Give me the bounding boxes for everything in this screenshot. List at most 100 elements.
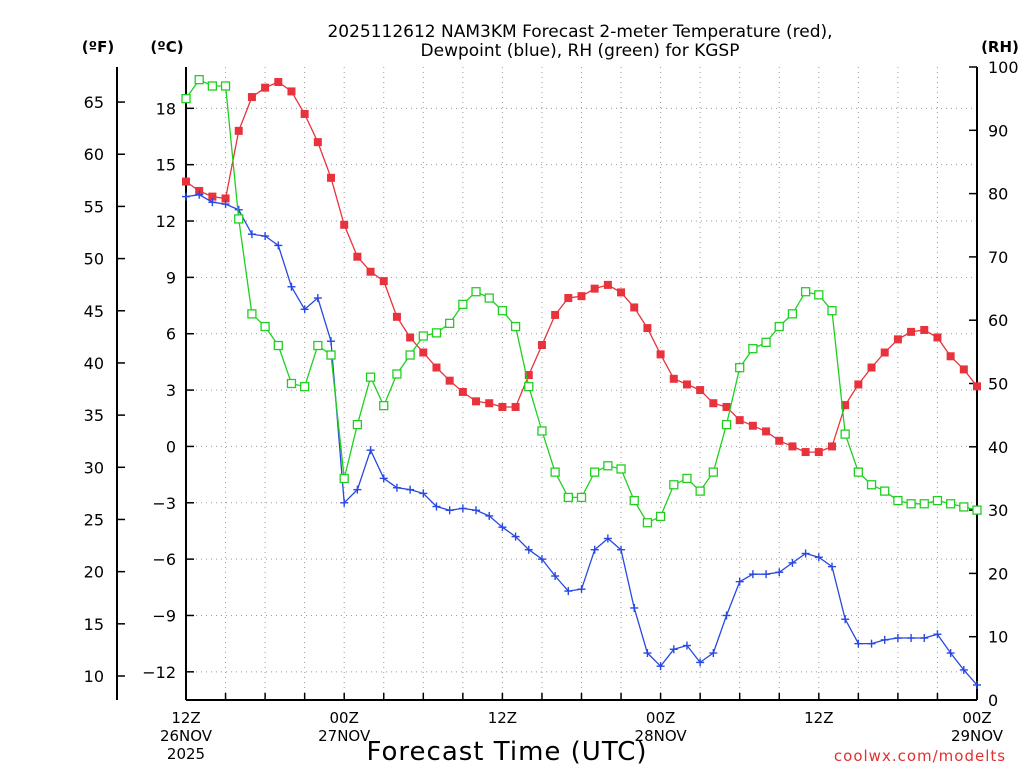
- fahrenheit-tick-label: 15: [84, 615, 104, 634]
- rh-tick-label: 70: [988, 248, 1008, 267]
- 2-meter-temperature-point: [379, 277, 388, 286]
- 2-meter-temperature-point: [920, 325, 929, 334]
- 2-meter-temperature-point: [524, 371, 533, 380]
- 2-meter-temperature-point: [907, 327, 916, 336]
- 2-meter-temperature-point: [735, 416, 744, 425]
- 2-meter-temperature-point: [867, 363, 876, 372]
- rh-tick-label: 90: [988, 121, 1008, 140]
- rh-point: [510, 321, 521, 332]
- dewpoint-point: [775, 568, 784, 577]
- rh-point: [629, 495, 639, 506]
- rh-point: [603, 461, 613, 471]
- dewpoint-point: [472, 506, 481, 515]
- rh-point: [326, 350, 336, 360]
- dewpoint-point: [933, 630, 942, 639]
- rh-point: [181, 94, 191, 104]
- fahrenheit-tick-label: 20: [84, 563, 104, 582]
- 2-meter-temperature-point: [959, 365, 968, 374]
- dewpoint-point: [748, 570, 757, 579]
- rh-point: [260, 321, 270, 332]
- 2-meter-temperature-point: [472, 397, 481, 406]
- dewpoint-point: [643, 649, 652, 658]
- 2-meter-temperature-point: [458, 387, 467, 396]
- dewpoint-point: [274, 241, 283, 250]
- dewpoint-point: [656, 662, 665, 671]
- dewpoint-point: [696, 658, 705, 667]
- axes: 1815129630−3−6−9−12656055504540353025201…: [84, 58, 1019, 763]
- dewpoint-point: [261, 232, 270, 241]
- fahrenheit-tick-label: 25: [84, 510, 104, 529]
- 2-meter-temperature-point: [432, 363, 441, 372]
- fahrenheit-tick-label: 65: [84, 93, 104, 112]
- rh-point: [945, 499, 956, 509]
- dewpoint-line: [185, 194, 978, 686]
- 2-meter-temperature-point: [300, 109, 309, 118]
- dewpoint-point: [537, 555, 546, 564]
- rh-tick-label: 20: [988, 564, 1008, 583]
- dewpoint-point: [841, 615, 850, 624]
- rh-point: [247, 309, 257, 319]
- dewpoint-point: [682, 641, 691, 650]
- 2-meter-temperature-point: [537, 340, 546, 349]
- rh-point: [471, 287, 481, 297]
- dewpoint-point: [907, 634, 916, 643]
- x-tick-label: 29NOV: [951, 727, 1004, 745]
- 2-meter-temperature-point: [630, 303, 639, 312]
- fahrenheit-tick-label: 60: [84, 145, 104, 164]
- dewpoint-point: [920, 634, 929, 643]
- 2-meter-temperature-point: [234, 126, 243, 135]
- 2-meter-temperature-point: [656, 350, 665, 359]
- x-tick-label: 27NOV: [318, 727, 371, 745]
- 2-meter-temperature-point: [445, 376, 454, 385]
- 2-meter-temperature-point: [841, 401, 850, 410]
- celsius-tick-label: 15: [156, 156, 176, 175]
- celsius-tick-label: 0: [166, 437, 176, 456]
- rh-point: [576, 492, 587, 503]
- rh-point: [880, 486, 890, 496]
- dewpoint-point: [287, 282, 296, 291]
- rh-tick-label: 0: [988, 691, 998, 710]
- 2-meter-temperature-point: [340, 220, 349, 229]
- celsius-tick-label: 9: [166, 268, 176, 287]
- x-tick-label: 2025: [167, 745, 205, 763]
- 2-meter-temperature-point: [419, 348, 428, 357]
- dewpoint-point: [801, 549, 810, 558]
- chart-title-line-2: Dewpoint (blue), RH (green) for KGSP: [421, 41, 740, 61]
- rh-point: [273, 340, 283, 351]
- dewpoint-point: [893, 634, 902, 643]
- rh-point: [563, 492, 573, 503]
- dewpoint-point: [366, 446, 375, 455]
- 2-meter-temperature-point: [722, 402, 731, 411]
- 2-meter-temperature-point: [775, 436, 784, 445]
- rh-tick-label: 40: [988, 438, 1008, 457]
- rh-point: [550, 467, 560, 477]
- rh-point: [313, 340, 323, 351]
- 2-meter-temperature-point: [827, 442, 836, 451]
- rh-point: [616, 464, 626, 474]
- rh-point: [695, 486, 705, 496]
- 2-meter-temperature-point: [498, 402, 507, 411]
- dewpoint-point: [564, 587, 573, 596]
- 2-meter-temperature-point: [564, 294, 573, 303]
- chart-title-line-1: 2025112612 NAM3KM Forecast 2-meter Tempe…: [327, 22, 832, 42]
- rh-point: [906, 499, 916, 509]
- rh-point: [853, 467, 863, 477]
- rh-point: [972, 505, 982, 515]
- fahrenheit-tick-label: 50: [84, 250, 104, 269]
- rh-point: [669, 480, 679, 490]
- dewpoint-point: [327, 337, 336, 346]
- rh-tick-label: 30: [988, 501, 1008, 520]
- dewpoint-point: [221, 200, 230, 209]
- fahrenheit-tick-label: 30: [84, 458, 104, 477]
- 2-meter-temperature-point: [577, 292, 586, 301]
- rh-point: [234, 214, 244, 224]
- data-series: [181, 75, 982, 689]
- dewpoint-point: [551, 572, 560, 581]
- x-tick-label: 00Z: [330, 709, 359, 727]
- rh-point: [642, 518, 653, 528]
- rh-point: [721, 419, 732, 430]
- dewpoint-point: [709, 649, 718, 658]
- rh-point: [497, 306, 508, 316]
